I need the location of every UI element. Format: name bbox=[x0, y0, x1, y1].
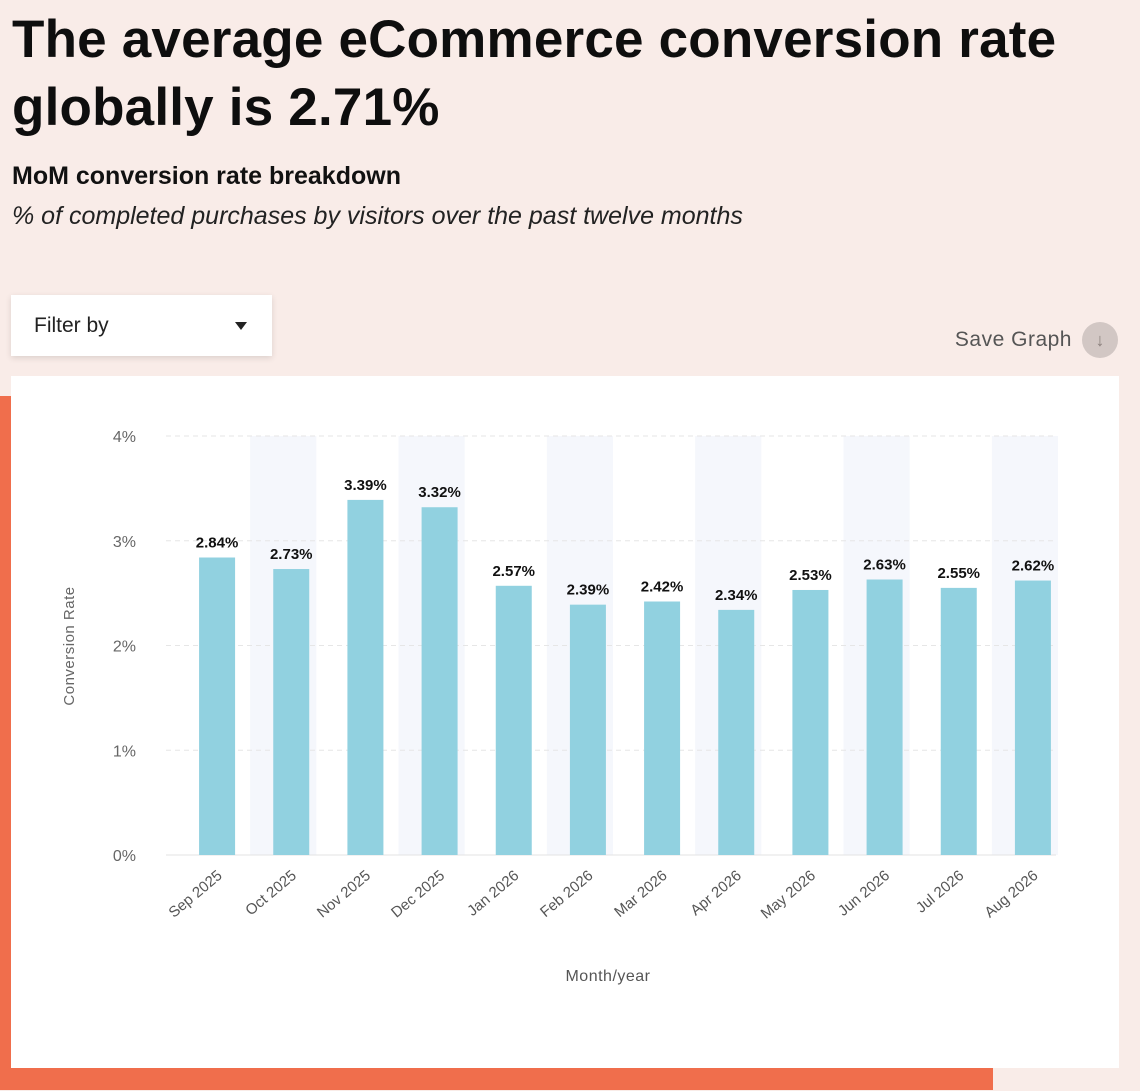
chevron-down-icon bbox=[235, 322, 247, 330]
chart-subtitle: MoM conversion rate breakdown bbox=[12, 162, 401, 190]
save-graph-button[interactable]: Save Graph ↓ bbox=[955, 322, 1118, 358]
bar bbox=[495, 585, 532, 855]
data-label: 2.53% bbox=[789, 567, 832, 584]
x-tick-label: Feb 2026 bbox=[537, 867, 596, 921]
x-tick-label: Nov 2025 bbox=[314, 867, 374, 921]
y-tick-label: 2% bbox=[113, 639, 136, 656]
data-label: 2.63% bbox=[863, 557, 906, 574]
data-label: 2.62% bbox=[1012, 558, 1055, 575]
download-icon: ↓ bbox=[1082, 322, 1118, 358]
x-tick-label: Jul 2026 bbox=[913, 867, 967, 916]
x-tick-label: Mar 2026 bbox=[611, 867, 670, 921]
bar bbox=[1014, 580, 1051, 855]
y-tick-label: 3% bbox=[113, 534, 136, 551]
x-tick-label: Jun 2026 bbox=[835, 867, 893, 920]
bar bbox=[421, 507, 458, 855]
y-tick-label: 0% bbox=[113, 848, 136, 865]
bar bbox=[792, 589, 829, 855]
bar bbox=[347, 499, 384, 855]
bar bbox=[569, 604, 606, 855]
x-tick-label: Dec 2025 bbox=[388, 867, 448, 921]
data-label: 2.39% bbox=[567, 582, 610, 599]
data-label: 2.34% bbox=[715, 587, 758, 604]
data-label: 2.57% bbox=[492, 563, 535, 580]
x-tick-label: Sep 2025 bbox=[166, 867, 226, 921]
x-tick-label: Aug 2026 bbox=[981, 867, 1041, 921]
x-tick-label: Apr 2026 bbox=[687, 867, 745, 919]
x-tick-label: Jan 2026 bbox=[464, 867, 522, 920]
data-label: 2.55% bbox=[937, 565, 980, 582]
data-label: 3.39% bbox=[344, 477, 387, 494]
chart-description: % of completed purchases by visitors ove… bbox=[12, 202, 743, 230]
chart-card: 0% 1% 2% 3% 4% 2.84% 2.73% 3.39% 3.32% 2.57% 2.39… bbox=[11, 376, 1119, 1068]
page-title: The average eCommerce conversion rate gl… bbox=[12, 10, 1057, 137]
y-axis-label: Conversion Rate bbox=[61, 586, 78, 705]
y-tick-label: 1% bbox=[113, 743, 136, 760]
bar bbox=[644, 601, 681, 855]
bar bbox=[866, 579, 903, 855]
bar bbox=[273, 569, 310, 855]
bar bbox=[718, 609, 755, 855]
x-tick-label: May 2026 bbox=[758, 867, 819, 922]
y-tick-label: 4% bbox=[113, 429, 136, 446]
data-label: 2.73% bbox=[270, 546, 313, 563]
filter-dropdown[interactable]: Filter by bbox=[11, 295, 272, 356]
data-label: 3.32% bbox=[418, 484, 461, 501]
data-label: 2.84% bbox=[196, 535, 239, 552]
bar-chart: 0% 1% 2% 3% 4% 2.84% 2.73% 3.39% 3.32% 2.57% 2.39… bbox=[61, 429, 1058, 985]
x-tick-label: Oct 2025 bbox=[242, 867, 300, 919]
save-graph-label: Save Graph bbox=[954, 328, 1072, 351]
x-axis-label: Month/year bbox=[565, 968, 650, 985]
bar bbox=[199, 557, 236, 855]
bar bbox=[940, 587, 977, 855]
data-label: 2.42% bbox=[641, 579, 684, 596]
filter-label: Filter by bbox=[34, 314, 109, 337]
